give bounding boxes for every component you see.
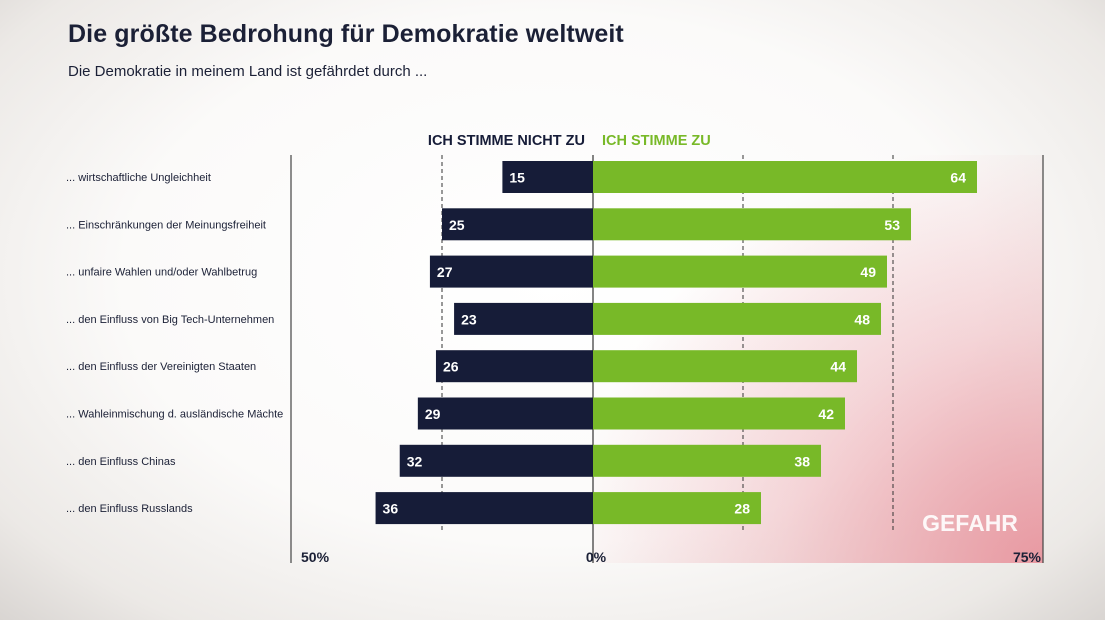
data-label-agree-4: 48 (854, 311, 870, 327)
axis-label-left: 50% (301, 549, 330, 565)
bar-disagree-7 (399, 444, 593, 477)
data-label-disagree-8: 36 (383, 501, 399, 517)
bar-disagree-6 (417, 397, 593, 430)
data-label-disagree-6: 29 (425, 406, 441, 422)
gefahr-annotation: GEFAHR (922, 510, 1018, 536)
axis-label-center: 0% (586, 549, 607, 565)
bar-disagree-3 (429, 255, 593, 288)
data-label-disagree-5: 26 (443, 359, 459, 375)
legend-agree: ICH STIMME ZU (602, 133, 711, 149)
category-label-3: ... unfaire Wahlen und/oder Wahlbetrug (66, 267, 257, 279)
category-label-5: ... den Einfluss der Vereinigten Staaten (66, 361, 256, 373)
chart-subtitle: Die Demokratie in meinem Land ist gefähr… (68, 63, 428, 80)
bar-agree-4 (593, 302, 881, 335)
chart-title: Die größte Bedrohung für Demokratie welt… (68, 20, 624, 48)
bar-disagree-5 (435, 350, 593, 383)
data-label-agree-7: 38 (794, 453, 810, 469)
legend-disagree: ICH STIMME NICHT ZU (428, 133, 585, 149)
data-label-agree-3: 49 (860, 264, 876, 280)
bar-disagree-4 (454, 302, 593, 335)
data-label-agree-8: 28 (734, 501, 750, 517)
bar-agree-3 (593, 255, 887, 288)
category-label-4: ... den Einfluss von Big Tech-Unternehme… (66, 314, 274, 326)
bar-agree-7 (593, 444, 821, 477)
data-label-disagree-4: 23 (461, 311, 477, 327)
data-label-disagree-7: 32 (407, 453, 423, 469)
data-label-disagree-1: 15 (509, 170, 525, 186)
data-label-disagree-2: 25 (449, 217, 465, 233)
axis-label-right: 75% (1013, 549, 1042, 565)
category-label-6: ... Wahleinmischung d. ausländische Mäch… (66, 409, 283, 421)
data-label-agree-1: 64 (950, 170, 966, 186)
data-label-agree-5: 44 (830, 359, 846, 375)
bar-agree-8 (593, 492, 761, 525)
category-label-8: ... den Einfluss Russlands (66, 503, 193, 515)
bar-disagree-8 (375, 492, 593, 525)
data-label-agree-6: 42 (818, 406, 834, 422)
category-label-2: ... Einschränkungen der Meinungsfreiheit (66, 219, 266, 231)
bar-agree-5 (593, 350, 857, 383)
bar-agree-2 (593, 208, 911, 241)
bar-disagree-2 (442, 208, 593, 241)
category-label-7: ... den Einfluss Chinas (66, 456, 176, 468)
data-label-disagree-3: 27 (437, 264, 453, 280)
category-label-1: ... wirtschaftliche Ungleichheit (66, 172, 211, 184)
bar-agree-1 (593, 161, 977, 193)
bar-agree-6 (593, 397, 845, 430)
bar-disagree-1 (502, 161, 593, 193)
data-label-agree-2: 53 (884, 217, 900, 233)
